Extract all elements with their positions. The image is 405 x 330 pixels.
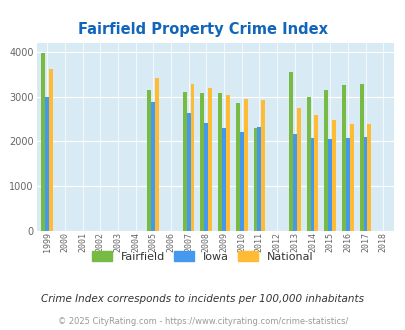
Bar <box>367 124 371 231</box>
Bar <box>222 128 226 231</box>
Bar <box>292 134 296 231</box>
Bar <box>324 90 327 231</box>
Bar <box>49 69 53 231</box>
Bar <box>235 103 239 231</box>
Text: Fairfield Property Crime Index: Fairfield Property Crime Index <box>78 22 327 37</box>
Bar <box>151 103 155 231</box>
Bar <box>200 93 204 231</box>
Bar <box>345 138 349 231</box>
Bar <box>359 84 363 231</box>
Bar <box>341 85 345 231</box>
Bar <box>45 97 49 231</box>
Bar <box>331 120 335 231</box>
Bar <box>306 97 310 231</box>
Bar <box>147 90 151 231</box>
Bar <box>217 93 222 231</box>
Bar <box>186 113 190 231</box>
Bar <box>327 139 331 231</box>
Bar <box>208 88 212 231</box>
Bar <box>243 99 247 231</box>
Bar <box>226 95 229 231</box>
Bar <box>349 124 353 231</box>
Bar <box>253 128 257 231</box>
Bar <box>182 92 186 231</box>
Bar <box>239 132 243 231</box>
Bar <box>261 100 264 231</box>
Bar <box>190 84 194 231</box>
Bar <box>204 123 208 231</box>
Bar <box>155 78 159 231</box>
Text: Crime Index corresponds to incidents per 100,000 inhabitants: Crime Index corresponds to incidents per… <box>41 294 364 304</box>
Legend: Fairfield, Iowa, National: Fairfield, Iowa, National <box>87 247 318 267</box>
Text: © 2025 CityRating.com - https://www.cityrating.com/crime-statistics/: © 2025 CityRating.com - https://www.city… <box>58 317 347 326</box>
Bar <box>363 137 367 231</box>
Bar <box>257 127 261 231</box>
Bar <box>288 72 292 231</box>
Bar <box>296 108 300 231</box>
Bar <box>310 138 313 231</box>
Bar <box>313 115 318 231</box>
Bar <box>41 53 45 231</box>
